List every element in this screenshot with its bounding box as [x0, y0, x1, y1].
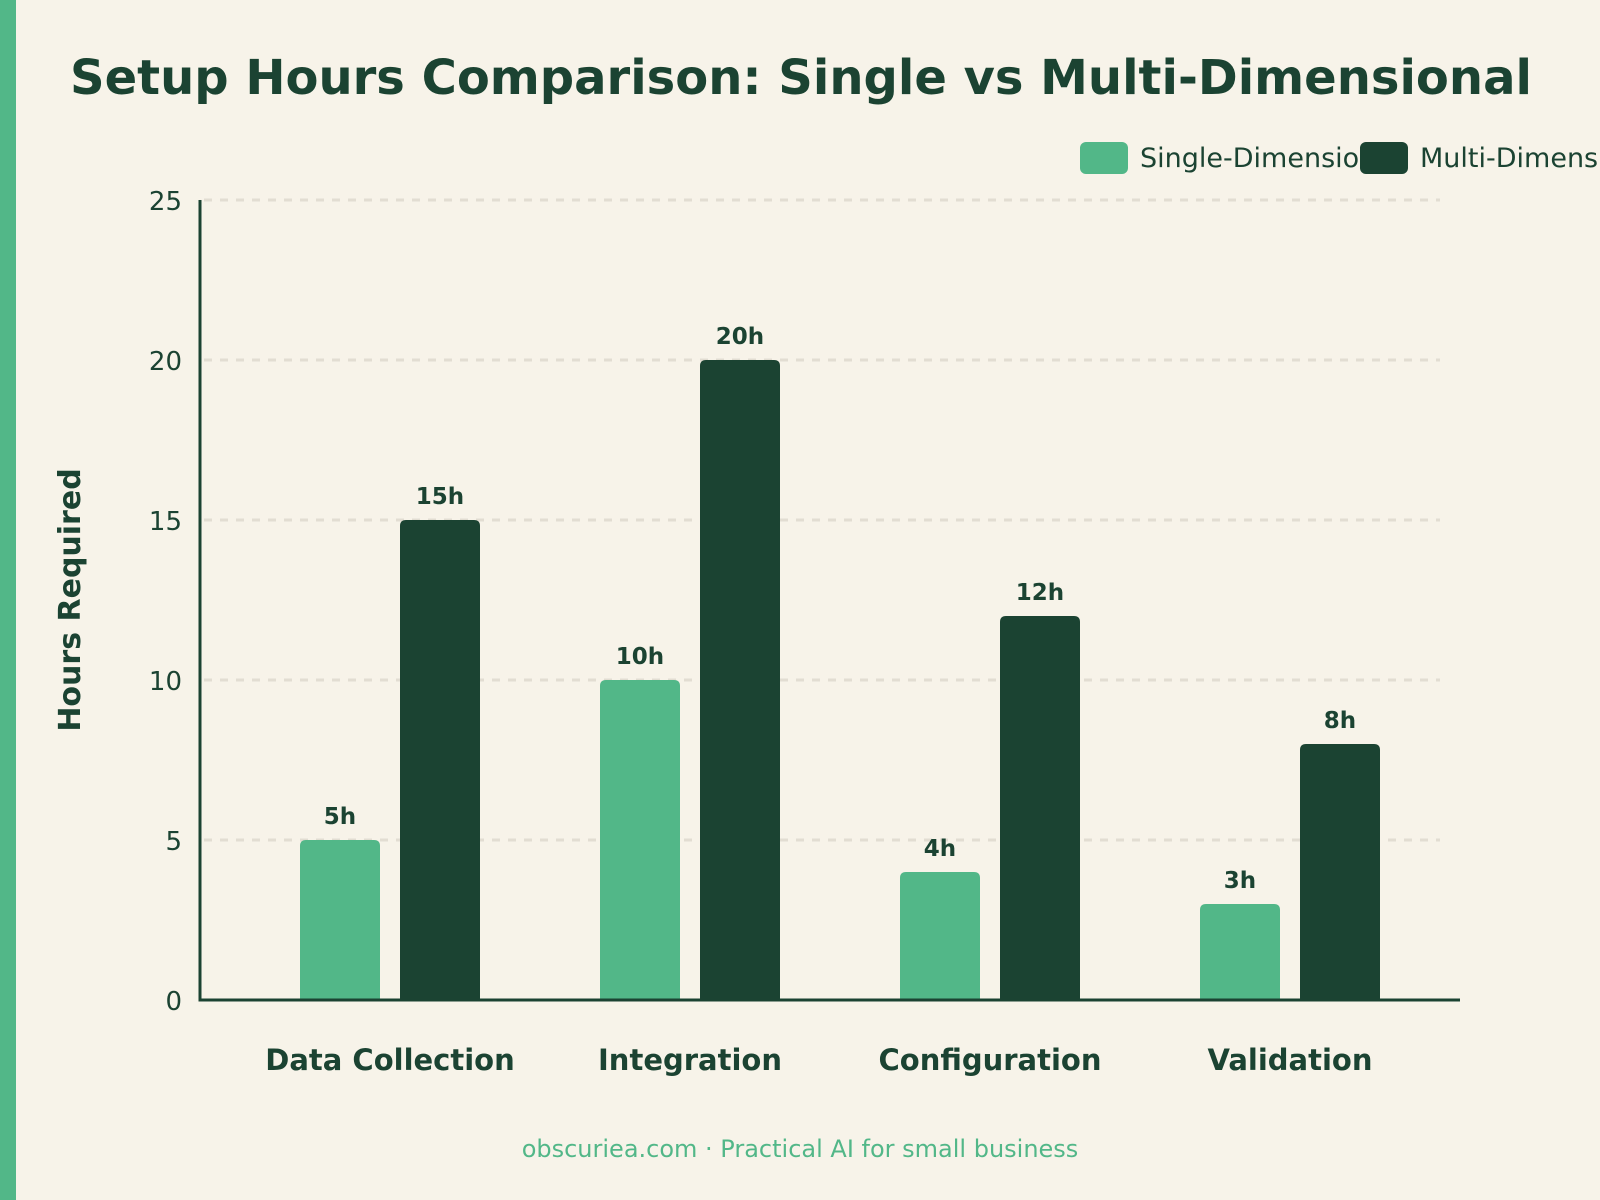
bar-value-label: 15h — [416, 484, 464, 510]
bar-value-label: 20h — [716, 324, 764, 350]
bar-value-label: 4h — [924, 836, 956, 862]
y-tick-label: 5 — [165, 827, 182, 857]
x-tick-label: Validation — [1207, 1043, 1372, 1077]
bars — [300, 360, 1380, 1000]
labels: 0 5 10 15 20 25 5h 15h Data Collection 10h 20h Inte… — [53, 187, 1373, 1077]
bar-multi-configuration — [1000, 616, 1080, 1000]
axes — [198, 200, 1460, 1002]
bar-value-label: 3h — [1224, 868, 1256, 894]
gridlines — [204, 198, 1440, 842]
bar-value-label: 8h — [1324, 708, 1356, 734]
accent-stripe — [0, 0, 16, 1200]
bar-single-integration — [600, 680, 680, 1000]
y-tick-label: 10 — [149, 667, 182, 697]
bar-single-data-collection — [300, 840, 380, 1000]
bar-single-validation — [1200, 904, 1280, 1000]
legend-swatch-single — [1080, 142, 1128, 174]
y-tick-label: 0 — [165, 987, 182, 1017]
bar-multi-validation — [1300, 744, 1380, 1000]
bar-value-label: 12h — [1016, 580, 1064, 606]
footer-credit: obscuriea.com · Practical AI for small b… — [521, 1135, 1079, 1163]
legend-label-single: Single-Dimensional — [1140, 142, 1401, 174]
x-tick-label: Integration — [598, 1043, 782, 1077]
x-tick-label: Configuration — [879, 1043, 1102, 1077]
bar-value-label: 5h — [324, 804, 356, 830]
x-tick-label: Data Collection — [265, 1043, 515, 1077]
chart-title: Setup Hours Comparison: Single vs Multi-… — [70, 50, 1532, 106]
legend-item-multi: Multi-Dimensional — [1360, 140, 1600, 176]
bar-value-label: 10h — [616, 644, 664, 670]
y-tick-label: 20 — [149, 347, 182, 377]
y-axis-title: Hours Required — [53, 468, 88, 731]
legend-swatch-multi — [1360, 142, 1408, 174]
legend: Single-Dimensional Multi-Dimensional — [1080, 140, 1600, 176]
bar-single-configuration — [900, 872, 980, 1000]
y-tick-label: 15 — [149, 507, 182, 537]
bar-multi-integration — [700, 360, 780, 1000]
legend-item-single: Single-Dimensional — [1080, 140, 1400, 176]
y-tick-label: 25 — [149, 187, 182, 217]
legend-label-multi: Multi-Dimensional — [1420, 142, 1600, 174]
bar-multi-data-collection — [400, 520, 480, 1000]
